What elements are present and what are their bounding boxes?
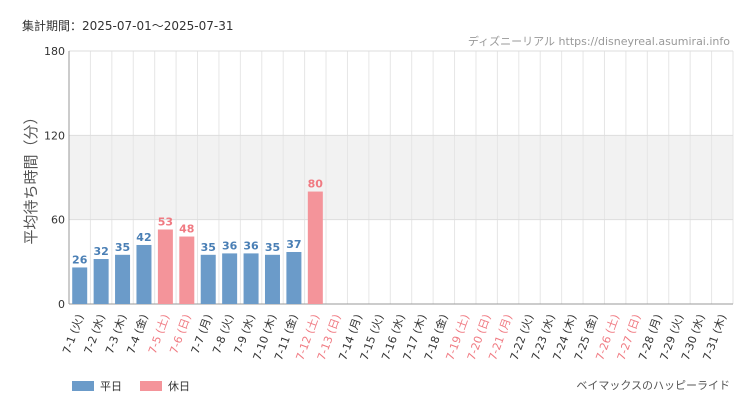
bars [72,191,323,304]
legend-swatch-holiday [140,381,162,391]
bar [72,267,88,304]
data-label: 42 [136,231,151,244]
bar [136,244,152,304]
legend-label-weekday: 平日 [100,380,122,393]
data-label: 35 [115,241,130,254]
attraction-name: ベイマックスのハッピーライド [576,379,730,392]
legend-item-weekday: 平日 [72,378,122,394]
data-label: 35 [265,241,280,254]
data-label: 36 [243,239,259,252]
source-label: ディズニーリアル https://disneyreal.asumirai.inf… [467,35,730,48]
period-label: 集計期間：2025-07-01〜2025-07-31 [22,19,234,33]
bar [264,254,280,304]
legend: 平日 休日 [72,378,208,394]
data-label: 32 [93,245,108,258]
data-label: 35 [201,241,216,254]
data-label: 37 [286,238,301,251]
bar [115,254,131,304]
legend-label-holiday: 休日 [168,380,190,393]
data-label: 36 [222,239,238,252]
bar [222,253,238,304]
y-tick-label: 60 [51,214,65,227]
y-tick-label: 180 [44,45,65,58]
y-tick-label: 0 [58,298,65,311]
data-label: 48 [179,223,194,236]
bar [243,253,259,304]
shaded-band-rect [69,135,733,220]
bar [286,251,302,304]
data-label: 53 [158,216,173,229]
bar [157,229,173,304]
grid [68,50,734,305]
legend-swatch-weekday [72,381,94,391]
bar [179,236,195,304]
bar [307,191,323,304]
legend-item-holiday: 休日 [140,378,190,394]
data-label: 26 [72,253,88,266]
shaded-band [69,135,733,220]
value-labels: 26 32 35 42 53 48 35 36 36 35 37 80 [72,178,323,267]
axes: 0 60 120 180 [44,45,733,311]
bar [200,254,216,304]
x-tick-labels: 7-1 (火)7-2 (水)7-3 (木)7-4 (金)7-5 (土)7-6 (… [60,312,729,362]
bar [93,259,109,304]
y-axis-label: 平均待ち時間（分） [22,109,40,244]
y-tick-label: 120 [44,129,65,142]
data-label: 80 [308,178,324,191]
